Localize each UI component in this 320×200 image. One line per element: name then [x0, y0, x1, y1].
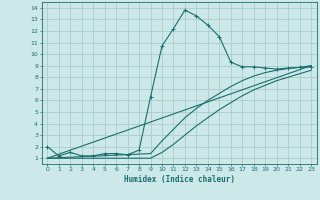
X-axis label: Humidex (Indice chaleur): Humidex (Indice chaleur)	[124, 175, 235, 184]
